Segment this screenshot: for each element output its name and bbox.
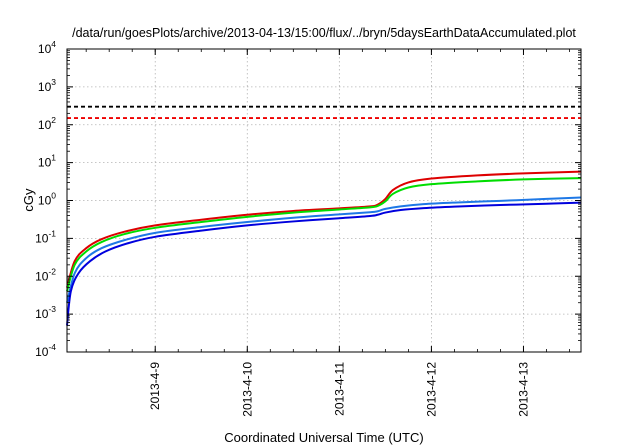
y-tick-label: 101 xyxy=(38,153,56,170)
y-tick-label: 104 xyxy=(38,39,56,56)
y-axis-label: cGy xyxy=(21,188,36,212)
series-line xyxy=(66,201,582,326)
x-tick-label: 2013-4-13 xyxy=(516,362,530,417)
y-tick-base: 10 xyxy=(38,118,52,132)
x-tick-label: 2013-4-10 xyxy=(240,362,254,417)
x-tick-label: 2013-4-9 xyxy=(148,362,162,410)
x-tick-label: 2013-4-12 xyxy=(424,362,438,417)
y-tick-label: 10-4 xyxy=(35,342,56,359)
x-axis-label: Coordinated Universal Time (UTC) xyxy=(224,430,423,445)
y-tick-exponent: -2 xyxy=(48,266,56,276)
y-tick-label: 100 xyxy=(38,191,56,208)
y-tick-label: 103 xyxy=(38,77,56,94)
y-tick-base: 10 xyxy=(38,42,52,56)
y-tick-base: 10 xyxy=(35,269,49,283)
y-tick-base: 10 xyxy=(38,194,52,208)
y-tick-label: 10-1 xyxy=(35,228,56,245)
y-tick-base: 10 xyxy=(38,156,52,170)
y-tick-exponent: 1 xyxy=(51,153,56,163)
y-tick-exponent: -3 xyxy=(48,304,56,314)
y-tick-base: 10 xyxy=(35,231,49,245)
series-line xyxy=(66,170,582,288)
x-axis-ticks: 2013-4-9 2013-4-10 2013-4-11 2013-4-12 2013-… xyxy=(85,49,570,417)
y-tick-exponent: 3 xyxy=(51,77,56,87)
y-tick-exponent: -1 xyxy=(48,228,56,238)
y-tick-base: 10 xyxy=(38,80,52,94)
y-tick-label: 10-3 xyxy=(35,304,56,321)
series-line xyxy=(66,196,582,303)
x-tick-label: 2013-4-11 xyxy=(332,362,346,416)
threshold-lines xyxy=(67,105,581,119)
y-tick-base: 10 xyxy=(35,345,49,359)
y-tick-exponent: 0 xyxy=(51,191,56,201)
chart-title: /data/run/goesPlots/archive/2013-04-13/1… xyxy=(72,26,576,40)
y-tick-exponent: 2 xyxy=(51,115,56,125)
y-tick-base: 10 xyxy=(35,307,49,321)
data-series xyxy=(66,170,582,326)
series-line xyxy=(66,177,582,292)
y-tick-exponent: 4 xyxy=(51,39,56,49)
y-tick-label: 102 xyxy=(38,115,56,132)
y-tick-label: 10-2 xyxy=(35,266,56,283)
y-tick-exponent: -4 xyxy=(48,342,56,352)
